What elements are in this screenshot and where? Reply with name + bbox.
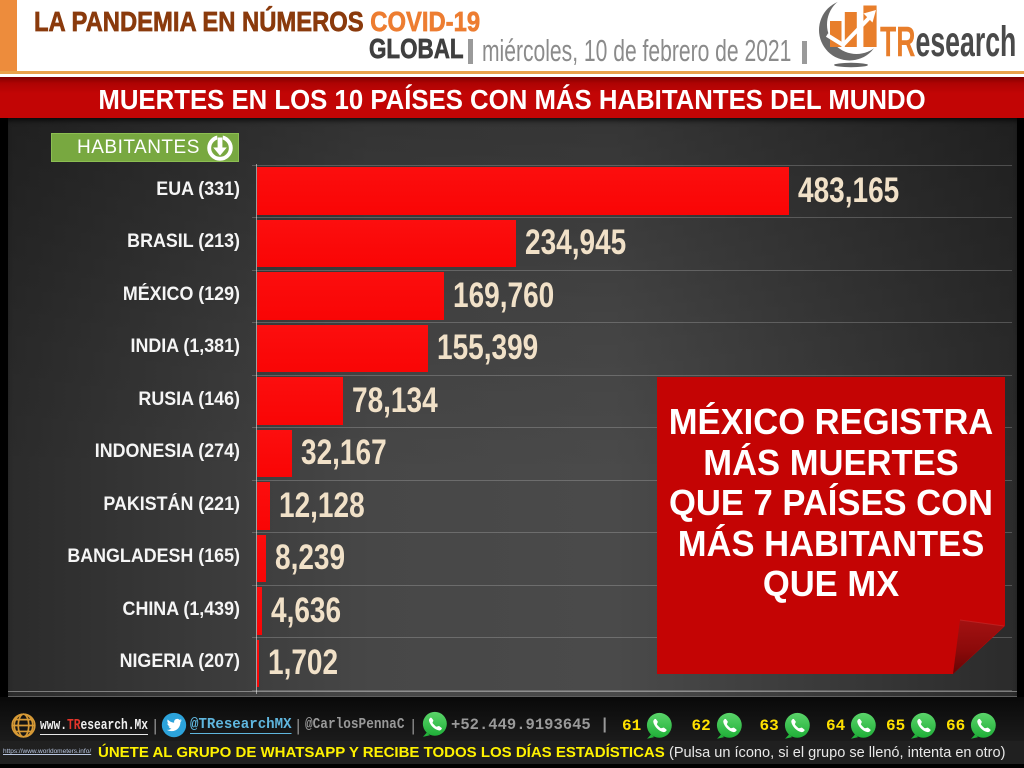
svg-text:TResearch: TResearch [880,18,1016,66]
